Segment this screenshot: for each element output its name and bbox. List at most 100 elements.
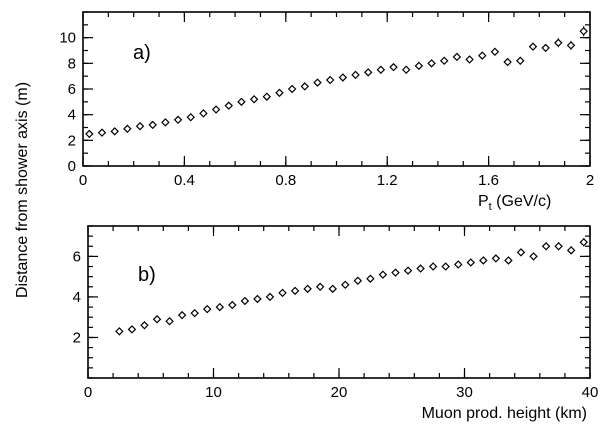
data-point [414, 61, 424, 71]
plot-frame [87, 225, 591, 379]
x-tick-label: 0.4 [174, 172, 195, 189]
data-point [165, 317, 174, 326]
data-point [338, 73, 348, 82]
y-tick-label: 10 [59, 30, 76, 47]
data-point [389, 62, 398, 72]
data-point [439, 56, 449, 66]
data-point [123, 124, 132, 134]
data-point [401, 65, 411, 74]
data-point [328, 284, 337, 294]
x-tick-label: 40 [582, 384, 599, 401]
data-point [554, 38, 563, 48]
data-point [428, 262, 438, 271]
data-point [249, 95, 259, 104]
data-point [452, 52, 462, 62]
data-point [110, 127, 119, 136]
data-point [416, 264, 425, 273]
data-point [541, 43, 550, 53]
data-point [541, 242, 551, 251]
y-axis-title: Distance from shower axis (m) [14, 82, 31, 298]
plot-frame [82, 11, 591, 167]
data-point [275, 88, 284, 98]
data-point [237, 97, 246, 107]
data-point [140, 321, 149, 330]
y-tick-label: 8 [68, 55, 76, 72]
data-point [202, 304, 212, 314]
data-point [148, 120, 157, 130]
data-point [403, 266, 413, 275]
data-point [516, 56, 525, 66]
data-point [135, 121, 145, 131]
y-tick-label: 6 [73, 248, 81, 265]
panel-label: b) [138, 264, 156, 286]
data-point [566, 41, 576, 50]
data-point [341, 280, 350, 290]
panel-a: 0 0.4 0.8 1.2 1.6 2 0 2 4 6 8 10 a) Pt (GeV/c) [59, 11, 594, 213]
x-tick-label: 0 [79, 172, 87, 189]
y-tick-label: 4 [73, 289, 81, 306]
data-point [127, 325, 137, 334]
data-point [363, 68, 373, 77]
data-point [528, 42, 538, 51]
data-point [211, 105, 221, 114]
data-point [313, 78, 322, 87]
x-tick-label: 0.8 [275, 172, 296, 189]
data-point [427, 59, 436, 68]
data-point [186, 112, 195, 122]
data-point [278, 288, 287, 298]
data-point [303, 284, 312, 294]
data-point [85, 129, 94, 139]
data-point [300, 82, 310, 91]
data-point [491, 254, 501, 263]
data-point [351, 70, 360, 80]
data-point [378, 270, 388, 279]
data-point [97, 128, 107, 137]
data-point [325, 75, 335, 85]
y-tick-label: 0 [68, 158, 76, 175]
data-point [152, 314, 162, 324]
data-point [466, 258, 476, 267]
data-point [161, 118, 170, 127]
x-tick-label: 10 [205, 384, 222, 401]
data-point [529, 252, 538, 261]
data-point [199, 109, 208, 118]
data-point [215, 302, 225, 312]
y-tick-label: 2 [68, 132, 76, 149]
x-tick-label: 2 [586, 172, 594, 189]
data-point [290, 286, 300, 296]
data-point [490, 47, 500, 57]
panel-label: a) [133, 42, 151, 64]
data-point [262, 92, 272, 101]
data-point [554, 242, 563, 251]
data-point [228, 300, 237, 310]
data-point [391, 268, 400, 277]
data-point [315, 282, 325, 292]
data-point [240, 296, 250, 306]
data-point [265, 292, 275, 302]
y-tick-label: 6 [68, 81, 76, 98]
x-tick-label: 0 [84, 384, 92, 401]
x-tick-label: 1.2 [377, 172, 398, 189]
data-point [579, 237, 588, 247]
data-point [353, 276, 363, 285]
data-point [478, 51, 487, 60]
data-point [177, 310, 187, 320]
x-tick-label: 20 [331, 384, 348, 401]
data-point [453, 260, 463, 269]
x-axis-title: Pt (GeV/c) [478, 193, 551, 213]
data-point [173, 115, 183, 125]
data-point [224, 101, 234, 110]
panel-b: 0 10 20 30 40 2 4 6 b) Muon prod. height (km) [73, 225, 599, 422]
data-point [465, 55, 474, 64]
data-point [441, 262, 450, 271]
data-point [566, 246, 576, 255]
data-point [366, 274, 375, 283]
y-tick-label: 4 [68, 107, 76, 124]
data-point [287, 84, 297, 94]
data-point [579, 27, 588, 36]
data-point [516, 248, 526, 257]
x-axis-title: Muon prod. height (km) [422, 405, 587, 422]
data-point [479, 256, 488, 265]
data-point [190, 308, 199, 318]
